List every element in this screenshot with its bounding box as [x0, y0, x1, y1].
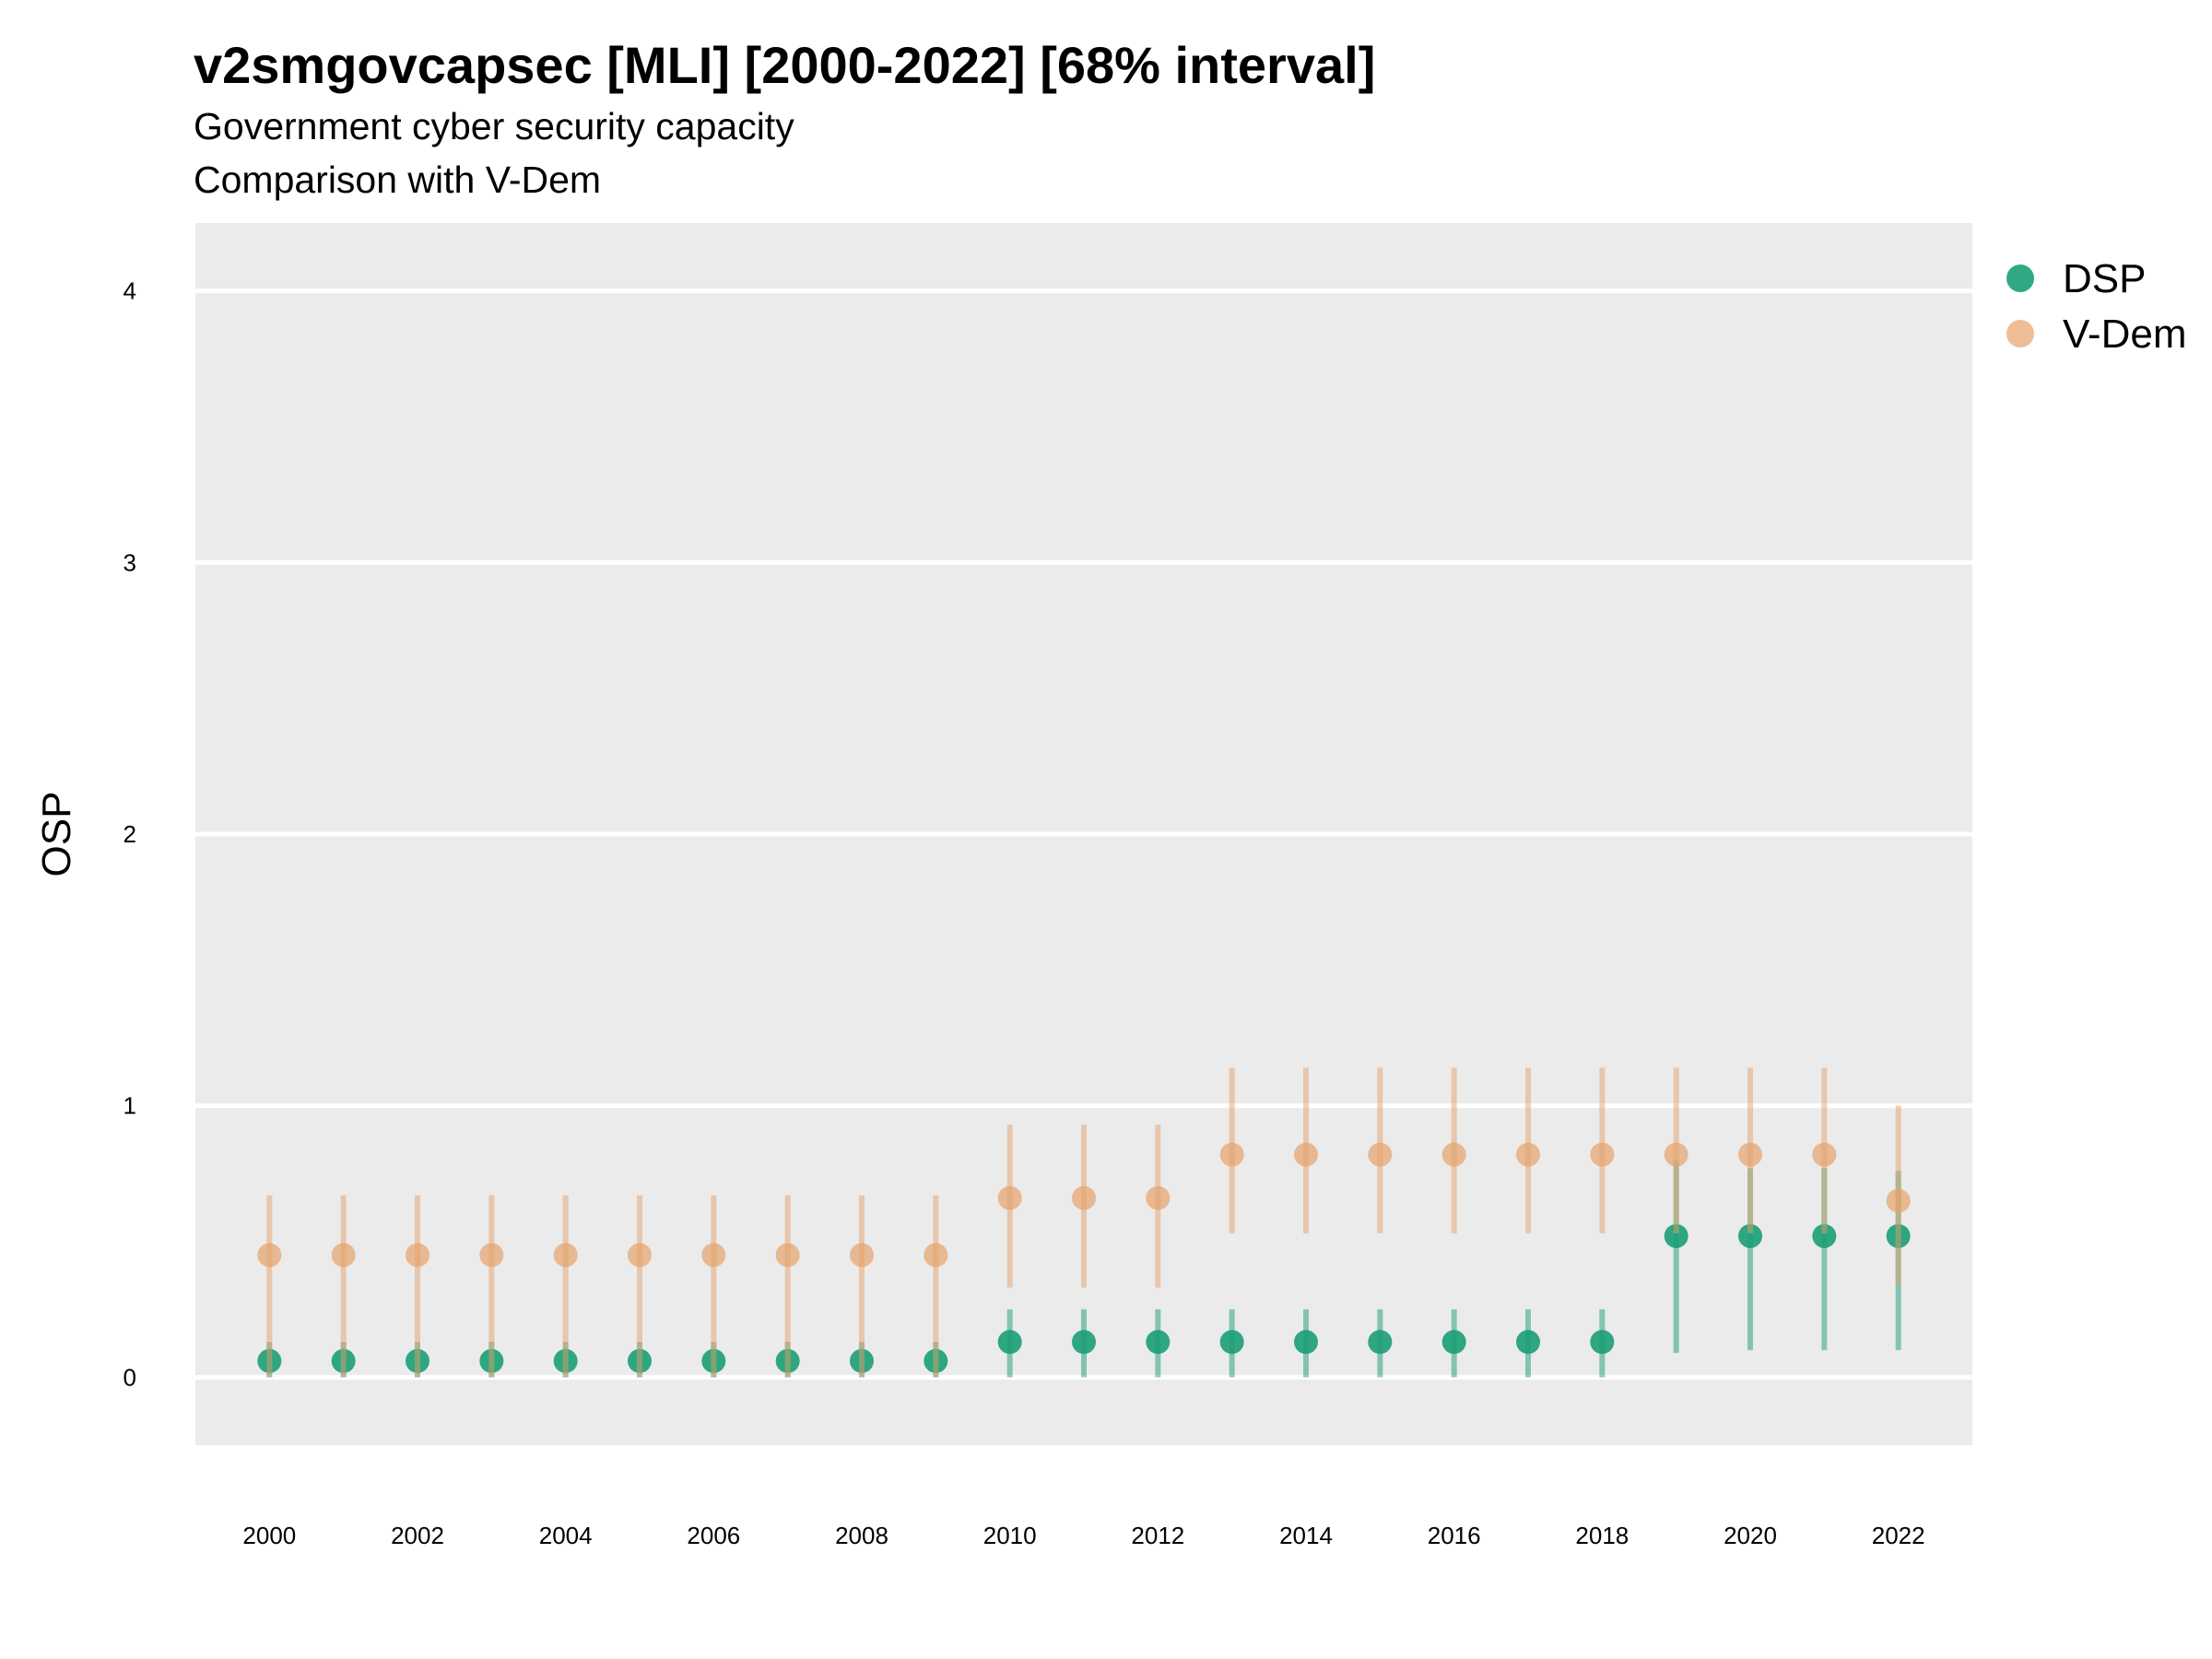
data-point: [1146, 1185, 1171, 1210]
data-point: [924, 1242, 948, 1267]
legend-label: DSP: [2063, 256, 2146, 301]
data-point: [997, 1330, 1022, 1355]
data-point: [1664, 1224, 1688, 1249]
x-tick-label: 2018: [1575, 1522, 1629, 1549]
x-tick-label: 2014: [1279, 1522, 1333, 1549]
x-tick-label: 2022: [1872, 1522, 1925, 1549]
data-point: [1516, 1330, 1540, 1355]
data-point: [1738, 1142, 1762, 1167]
data-point: [1146, 1330, 1171, 1355]
legend-label: V-Dem: [2063, 312, 2186, 357]
chart-subtitle: Government cyber security capacity: [194, 105, 794, 147]
x-tick-labels: 2000 2002 2004 2006 2008 2010 2012 2014 2016 2018…: [242, 1522, 1924, 1549]
data-point: [479, 1242, 504, 1267]
data-point: [1664, 1142, 1688, 1167]
x-tick-label: 2012: [1131, 1522, 1184, 1549]
data-point: [628, 1242, 652, 1267]
data-point: [997, 1185, 1022, 1210]
data-point: [1072, 1185, 1096, 1210]
y-tick-label: 1: [124, 1092, 136, 1120]
x-tick-label: 2020: [1724, 1522, 1777, 1549]
data-point: [1516, 1142, 1540, 1167]
legend-key: [2006, 265, 2034, 292]
data-point: [1812, 1142, 1837, 1167]
y-tick-label: 3: [124, 548, 136, 576]
data-marks: [257, 1067, 1911, 1378]
y-axis-label: OSP: [34, 792, 79, 877]
y-tick-label: 0: [124, 1363, 136, 1391]
legend: DSP V-Dem: [2006, 256, 2186, 357]
data-point: [1812, 1224, 1837, 1249]
data-point: [1738, 1224, 1762, 1249]
chart-title: v2smgovcapsec [MLI] [2000-2022] [68% int…: [194, 36, 1376, 94]
data-point: [1368, 1330, 1393, 1355]
data-point: [1590, 1330, 1615, 1355]
legend-key: [2006, 320, 2034, 347]
data-point: [1441, 1142, 1466, 1167]
data-point: [257, 1242, 282, 1267]
data-point: [701, 1242, 726, 1267]
data-point: [406, 1242, 429, 1267]
x-tick-label: 2002: [391, 1522, 444, 1549]
chart-caption: Comparison with V-Dem: [194, 159, 602, 201]
y-tick-label: 4: [124, 277, 136, 305]
x-tick-label: 2016: [1428, 1522, 1481, 1549]
data-point: [1441, 1330, 1466, 1355]
data-point: [1072, 1330, 1096, 1355]
data-point: [1294, 1142, 1318, 1167]
x-tick-label: 2008: [835, 1522, 888, 1549]
series-v-dem: [257, 1067, 1911, 1378]
data-point: [850, 1242, 874, 1267]
data-point: [1368, 1142, 1393, 1167]
x-tick-label: 2010: [983, 1522, 1037, 1549]
data-point: [1219, 1330, 1244, 1355]
data-point: [1886, 1188, 1911, 1213]
y-tick-labels: 0 1 2 3 4: [124, 277, 136, 1392]
data-point: [775, 1242, 800, 1267]
data-point: [1219, 1142, 1244, 1167]
y-tick-label: 2: [124, 820, 136, 848]
data-point: [1294, 1330, 1318, 1355]
x-tick-label: 2006: [687, 1522, 740, 1549]
data-point: [553, 1242, 578, 1267]
x-tick-label: 2004: [539, 1522, 593, 1549]
data-point: [1590, 1142, 1615, 1167]
x-tick-label: 2000: [242, 1522, 296, 1549]
data-point: [331, 1242, 356, 1267]
